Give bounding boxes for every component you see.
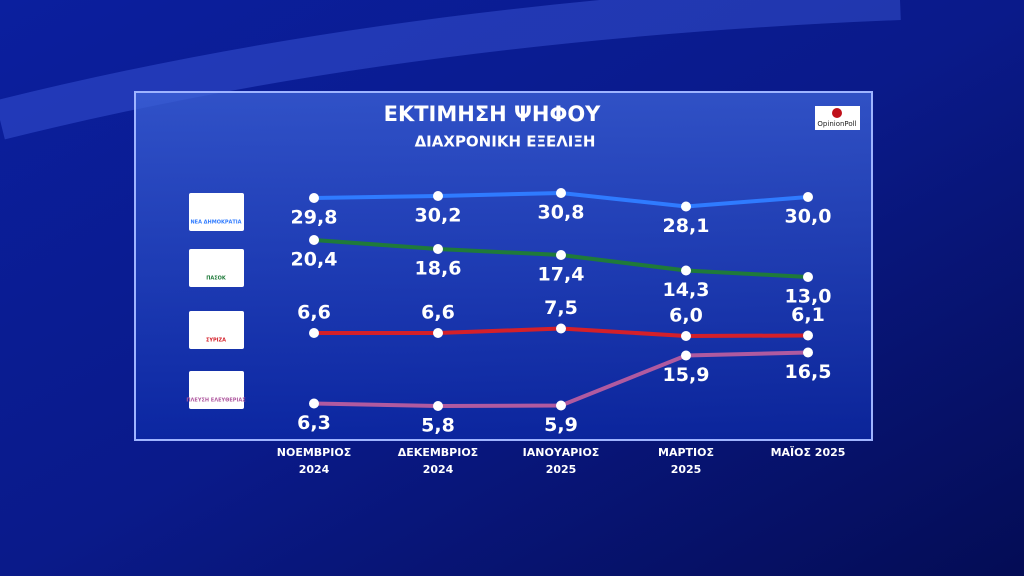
point (803, 330, 813, 341)
point (681, 265, 691, 276)
point (309, 398, 319, 409)
x-tick: ΝΟΕΜΒΡΙΟΣ 2024 (276, 446, 352, 476)
x-tick-label: ΜΑΪΟΣ 2025 (770, 446, 846, 459)
point (681, 350, 691, 361)
chart-title: ΕΚΤΙΜΗΣΗ ΨΗΦΟΥ (384, 102, 602, 126)
value-label: 6,3 (297, 412, 331, 434)
point (309, 193, 319, 203)
point (681, 201, 691, 212)
value-label: 29,8 (291, 207, 338, 229)
point (803, 272, 813, 282)
legend-label: ΣΥΡΙΖΑ (206, 338, 226, 344)
value-label: 6,6 (421, 302, 455, 324)
value-label: 5,9 (544, 414, 578, 436)
x-tick: ΜΑΪΟΣ 2025 (770, 446, 846, 459)
point (803, 192, 813, 202)
x-tick: ΔΕΚΕΜΒΡΙΟΣ 2024 (397, 446, 479, 476)
point (556, 323, 566, 334)
source: OpinionPoll (817, 120, 856, 128)
party-logo (189, 193, 244, 231)
value-label: 7,5 (544, 297, 578, 319)
x-tick-label: ΔΕΚΕΜΒΡΙΟΣ 2024 (397, 446, 479, 476)
value-label: 13,0 (785, 286, 832, 308)
value-label: 30,0 (785, 206, 832, 228)
value-label: 18,6 (415, 258, 462, 280)
x-tick-label: ΙΑΝΟΥΑΡΙΟΣ 2025 (522, 446, 600, 476)
source-icon (832, 108, 842, 118)
party-logo (189, 371, 244, 409)
point (309, 235, 319, 245)
point (433, 401, 443, 411)
point (433, 191, 443, 201)
x-tick: ΜΑΡΤΙΟΣ 2025 (658, 446, 714, 476)
decor (0, 0, 901, 140)
x-tick-label: ΜΑΡΤΙΟΣ 2025 (658, 446, 714, 476)
value-label: 14,3 (663, 279, 710, 301)
value-label: 15,9 (663, 364, 710, 386)
point (556, 250, 566, 260)
value-label: 5,8 (421, 415, 455, 437)
point (556, 400, 566, 411)
legend-label: ΝΕΑ ΔΗΜΟΚΡΑΤΙΑ (190, 220, 241, 226)
point (433, 328, 443, 338)
x-tick: ΙΑΝΟΥΑΡΙΟΣ 2025 (522, 446, 600, 476)
point (433, 244, 443, 254)
value-label: 17,4 (538, 264, 585, 286)
party-logo (189, 311, 244, 349)
party-logo (189, 249, 244, 287)
panel (134, 91, 873, 441)
value-label: 20,4 (291, 249, 338, 271)
value-label: 6,6 (297, 302, 331, 324)
legend-label: ΠΛΕΥΣΗ ΕΛΕΥΘΕΡΙΑΣ (186, 398, 246, 404)
chart-subtitle: ΔΙΑΧΡΟΝΙΚΗ ΕΞΕΛΙΞΗ (415, 133, 596, 151)
legend-label: ΠΑΣΟΚ (206, 276, 227, 282)
point (309, 328, 319, 338)
x-tick-label: ΝΟΕΜΒΡΙΟΣ 2024 (276, 446, 352, 476)
value-label: 28,1 (663, 215, 710, 237)
point (556, 188, 566, 198)
value-label: 6,1 (791, 304, 825, 326)
value-label: 30,2 (415, 205, 462, 227)
point (803, 347, 813, 358)
point (681, 331, 691, 341)
value-label: 6,0 (669, 305, 703, 327)
value-label: 30,8 (538, 202, 585, 224)
value-label: 16,5 (785, 361, 832, 383)
